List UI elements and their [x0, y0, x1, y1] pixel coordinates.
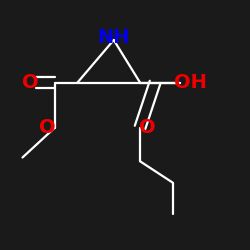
Text: NH: NH	[98, 28, 130, 47]
Text: O: O	[139, 118, 156, 137]
Text: OH: OH	[174, 73, 206, 92]
Text: O: O	[22, 73, 38, 92]
Text: O: O	[39, 118, 56, 137]
